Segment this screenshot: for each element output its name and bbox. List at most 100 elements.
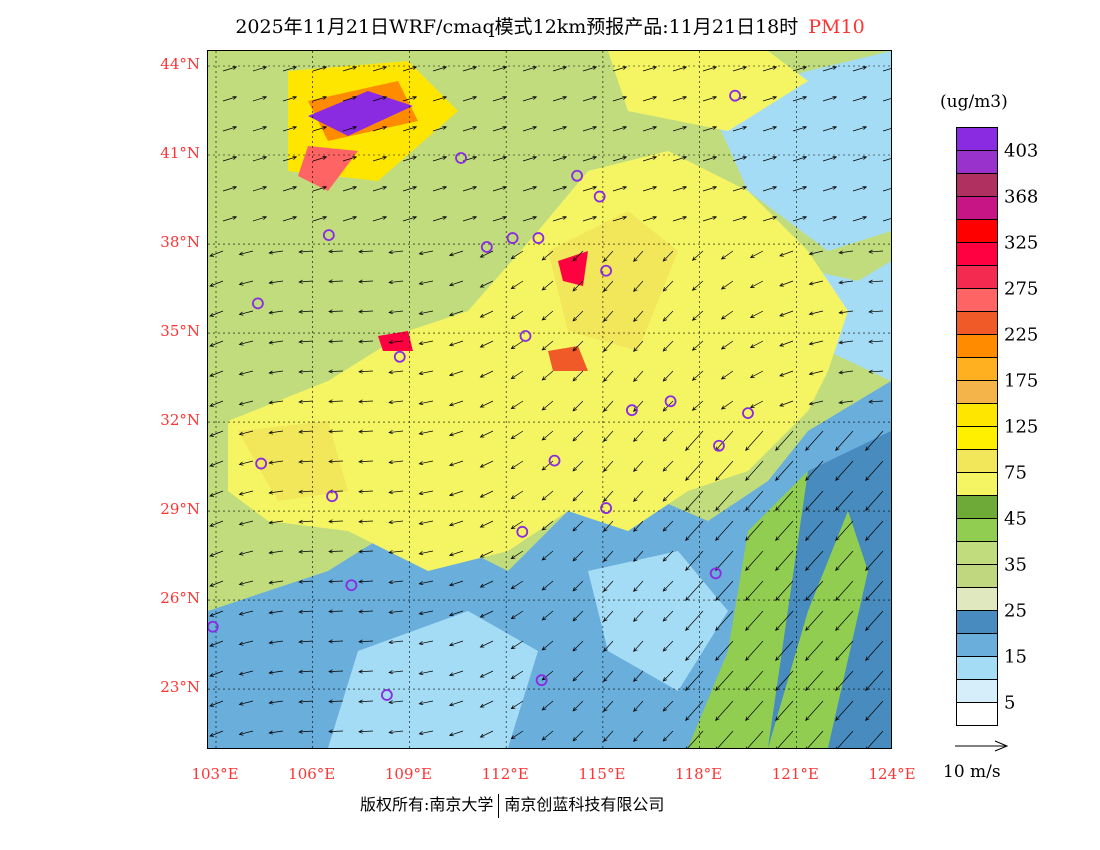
wind-arrow [268,370,284,375]
wind-arrow [633,250,644,263]
lon-label: 124°E [868,765,916,783]
wind-arrow [418,700,434,706]
wind-arrow [775,640,794,661]
wind-arrow [418,460,434,466]
sea-plume [768,511,868,748]
wind-arrow [662,640,674,652]
wind-arrow [328,429,344,434]
wind-arrow [691,370,704,381]
wind-arrow [702,65,718,72]
wind-arrow [238,310,254,316]
wind-arrow [510,430,524,440]
wind-arrow [252,215,268,222]
wind-arrow [838,280,854,285]
pollutant-label: PM10 [808,16,865,38]
wind-arrow [541,520,554,531]
wind-arrow [238,520,254,526]
legend-swatch [957,289,997,312]
lat-label: 35°N [160,322,200,341]
wind-arrow [572,250,584,262]
wind-arrow [745,430,764,451]
wind-arrow [792,215,808,222]
wind-arrow [462,215,478,222]
lat-label: 41°N [160,144,200,162]
wind-arrow [835,640,854,661]
wind-arrow [209,490,224,497]
wind-arrow [222,65,238,72]
city-markers [206,89,754,701]
wind-arrow [298,339,314,344]
wind-arrow [662,610,674,622]
wind-arrow [662,520,674,532]
wind-arrow [835,610,854,631]
hotspot [558,251,588,286]
legend-swatch [957,634,997,657]
wind-arrow [268,520,284,525]
city-marker [322,229,335,242]
legend-swatch [957,657,997,680]
wind-arrow [852,215,868,222]
wind-arrow [852,95,868,102]
wind-arrow [432,95,448,102]
legend-unit: (ug/m3) [940,92,1008,112]
legend-swatch [957,381,997,404]
wind-arrow [342,95,358,102]
wind-arrow [282,215,298,222]
legend-label: 45 [1004,508,1027,530]
city-marker [709,567,722,580]
wind-arrow [633,460,644,473]
legend-label: 25 [1004,600,1027,622]
wind-arrow [492,215,508,222]
wind-arrow [572,460,584,472]
wind-arrow [510,670,524,680]
wind-arrow [479,400,494,408]
wind-arrow [358,339,374,344]
wind-arrow [358,699,374,704]
wind-arrow [603,340,614,352]
wind-arrow [238,640,254,646]
wind-arrow [685,700,704,721]
wind-arrow [808,280,824,286]
wind-arrow [541,610,554,621]
wind-arrow [432,125,448,132]
wind-arrow [582,65,598,72]
wind-arrow [633,310,644,323]
copyright-left: 版权所有:南京大学 [360,795,494,814]
wind-arrow [572,700,584,712]
legend-swatch [957,312,997,335]
wind-arrow [268,670,284,675]
wind-arrow [312,65,328,72]
wind-arrow [745,520,764,541]
wind-arrow [865,610,884,631]
wind-arrow [282,155,298,162]
wind-arrow [448,520,464,527]
wind-arrow [603,670,614,682]
wind-arrow [298,249,314,254]
city-marker [206,620,219,633]
wind-arrow [745,550,764,571]
wind-arrow [510,280,524,290]
wind-arrow [298,609,314,614]
lat-label: 23°N [160,678,200,697]
wind-arrow [702,125,718,132]
wind-arrow [298,669,314,674]
wind-arrow [672,215,688,222]
wind-arrow [852,155,868,162]
legend-swatch [957,588,997,611]
wind-arrow [662,370,674,382]
wind-arrow [745,670,764,691]
wind-arrow [510,310,524,320]
wind-arrow [715,610,734,631]
wind-arrow [865,670,884,691]
wind-arrow [418,640,434,646]
wind-arrow [342,125,358,132]
wind-arrow [298,579,314,584]
wind-arrow [808,250,824,256]
wind-arrow [328,669,344,674]
wind-arrow [792,95,808,102]
wind-arrow [328,729,344,734]
wind-arrow [418,520,434,526]
wind-arrow [358,369,374,374]
wind-arrow [642,155,658,162]
wind-arrow [541,580,554,591]
